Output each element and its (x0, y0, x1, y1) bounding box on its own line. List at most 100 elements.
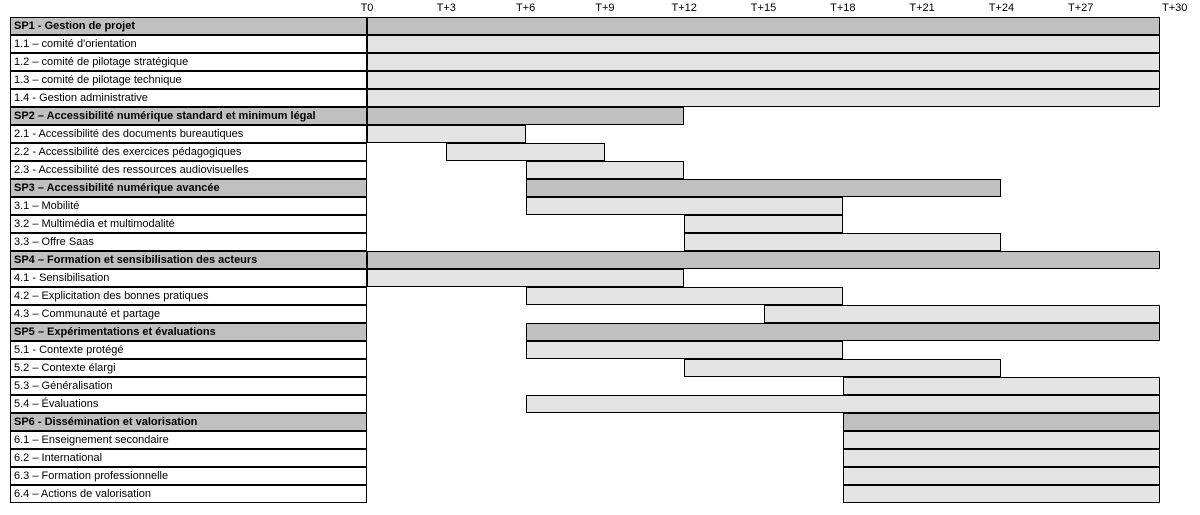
phase-label: SP3 – Accessibilité numérique avancée (10, 179, 367, 197)
task-bar (684, 215, 843, 233)
task-bar (367, 89, 1160, 107)
task-bar (842, 467, 1160, 485)
task-bar (684, 359, 1002, 377)
phase-row: SP3 – Accessibilité numérique avancée (10, 179, 1160, 198)
row-track (367, 413, 1160, 432)
task-row: 4.1 - Sensibilisation (10, 269, 1160, 288)
row-track (367, 431, 1160, 450)
row-track (367, 215, 1160, 234)
task-bar (367, 35, 1160, 53)
task-label: 6.4 – Actions de valorisation (10, 485, 367, 503)
phase-row: SP6 - Dissémination et valorisation (10, 413, 1160, 432)
task-label: 2.3 - Accessibilité des ressources audio… (10, 161, 367, 179)
row-track (367, 197, 1160, 216)
row-track (367, 377, 1160, 396)
task-row: 1.3 – comité de pilotage technique (10, 71, 1160, 90)
phase-label: SP2 – Accessibilité numérique standard e… (10, 107, 367, 125)
row-track (367, 467, 1160, 486)
timeline-tick: T+21 (909, 2, 935, 14)
row-track (367, 143, 1160, 162)
row-track (367, 125, 1160, 144)
task-bar (842, 377, 1160, 395)
task-label: 6.2 – International (10, 449, 367, 467)
task-label: 6.1 – Enseignement secondaire (10, 431, 367, 449)
timeline-tick: T+3 (436, 2, 456, 14)
task-row: 6.1 – Enseignement secondaire (10, 431, 1160, 450)
task-row: 2.1 - Accessibilité des documents bureau… (10, 125, 1160, 144)
timeline-tick: T+6 (515, 2, 536, 14)
timeline-tick: T0 (360, 2, 374, 14)
row-track (367, 71, 1160, 90)
task-bar (763, 305, 1160, 323)
task-bar (842, 485, 1160, 503)
task-label: 5.4 – Évaluations (10, 395, 367, 413)
task-bar (525, 341, 843, 359)
row-track (367, 449, 1160, 468)
task-label: 3.2 – Multimédia et multimodalité (10, 215, 367, 233)
row-track (367, 287, 1160, 306)
phase-bar (842, 413, 1160, 431)
task-label: 2.1 - Accessibilité des documents bureau… (10, 125, 367, 143)
row-track (367, 485, 1160, 504)
row-track (367, 251, 1160, 270)
task-bar (367, 125, 526, 143)
task-row: 6.3 – Formation professionnelle (10, 467, 1160, 486)
timeline-tick: T+18 (830, 2, 856, 14)
row-track (367, 161, 1160, 180)
task-label: 3.3 – Offre Saas (10, 233, 367, 251)
task-bar (525, 197, 843, 215)
task-row: 6.4 – Actions de valorisation (10, 485, 1160, 504)
gantt-rows: SP1 - Gestion de projet 1.1 – comité d'or… (10, 17, 1160, 504)
task-label: 5.3 – Généralisation (10, 377, 367, 395)
task-row: 1.4 - Gestion administrative (10, 89, 1160, 108)
task-bar (525, 287, 843, 305)
task-label: 1.1 – comité d'orientation (10, 35, 367, 53)
row-track (367, 35, 1160, 54)
task-row: 1.2 – comité de pilotage stratégique (10, 53, 1160, 72)
row-track (367, 269, 1160, 288)
task-row: 6.2 – International (10, 449, 1160, 468)
task-label: 2.2 - Accessibilité des exercices pédago… (10, 143, 367, 161)
task-row: 1.1 – comité d'orientation (10, 35, 1160, 54)
row-track (367, 395, 1160, 414)
task-row: 5.4 – Évaluations (10, 395, 1160, 414)
task-bar (367, 269, 685, 287)
timeline-tick: T+12 (671, 2, 697, 14)
row-track (367, 341, 1160, 360)
task-bar (842, 431, 1160, 449)
task-bar (525, 395, 1160, 413)
task-row: 4.2 – Explicitation des bonnes pratiques (10, 287, 1160, 306)
row-track (367, 17, 1160, 36)
timeline-header: T0 T+3 T+6 T+9 T+12 T+15 T+18 T+21 T+24 T+27 T+30 (0, 0, 1200, 18)
timeline-tick: T+15 (750, 2, 777, 14)
phase-row: SP4 – Formation et sensibilisation des a… (10, 251, 1160, 270)
task-label: 4.3 – Communauté et partage (10, 305, 367, 323)
task-row: 2.2 - Accessibilité des exercices pédago… (10, 143, 1160, 162)
phase-bar (525, 323, 1160, 341)
timeline-tick: T+9 (595, 2, 615, 14)
phase-bar (367, 17, 1160, 35)
row-track (367, 323, 1160, 342)
task-label: 1.3 – comité de pilotage technique (10, 71, 367, 89)
task-label: 4.2 – Explicitation des bonnes pratiques (10, 287, 367, 305)
phase-label: SP4 – Formation et sensibilisation des a… (10, 251, 367, 269)
phase-row: SP5 – Expérimentations et évaluations (10, 323, 1160, 342)
task-label: 1.4 - Gestion administrative (10, 89, 367, 107)
row-track (367, 179, 1160, 198)
task-row: 3.2 – Multimédia et multimodalité (10, 215, 1160, 234)
task-row: 3.3 – Offre Saas (10, 233, 1160, 252)
task-row: 2.3 - Accessibilité des ressources audio… (10, 161, 1160, 180)
task-bar (684, 233, 1002, 251)
row-track (367, 89, 1160, 108)
task-label: 1.2 – comité de pilotage stratégique (10, 53, 367, 71)
task-row: 3.1 – Mobilité (10, 197, 1160, 216)
task-label: 6.3 – Formation professionnelle (10, 467, 367, 485)
row-track (367, 233, 1160, 252)
phase-label: SP5 – Expérimentations et évaluations (10, 323, 367, 341)
timeline-tick: T+30 (1162, 2, 1188, 14)
task-row: 5.3 – Généralisation (10, 377, 1160, 396)
row-track (367, 107, 1160, 126)
task-label: 5.2 – Contexte élargi (10, 359, 367, 377)
timeline-tick: T+24 (988, 2, 1015, 14)
